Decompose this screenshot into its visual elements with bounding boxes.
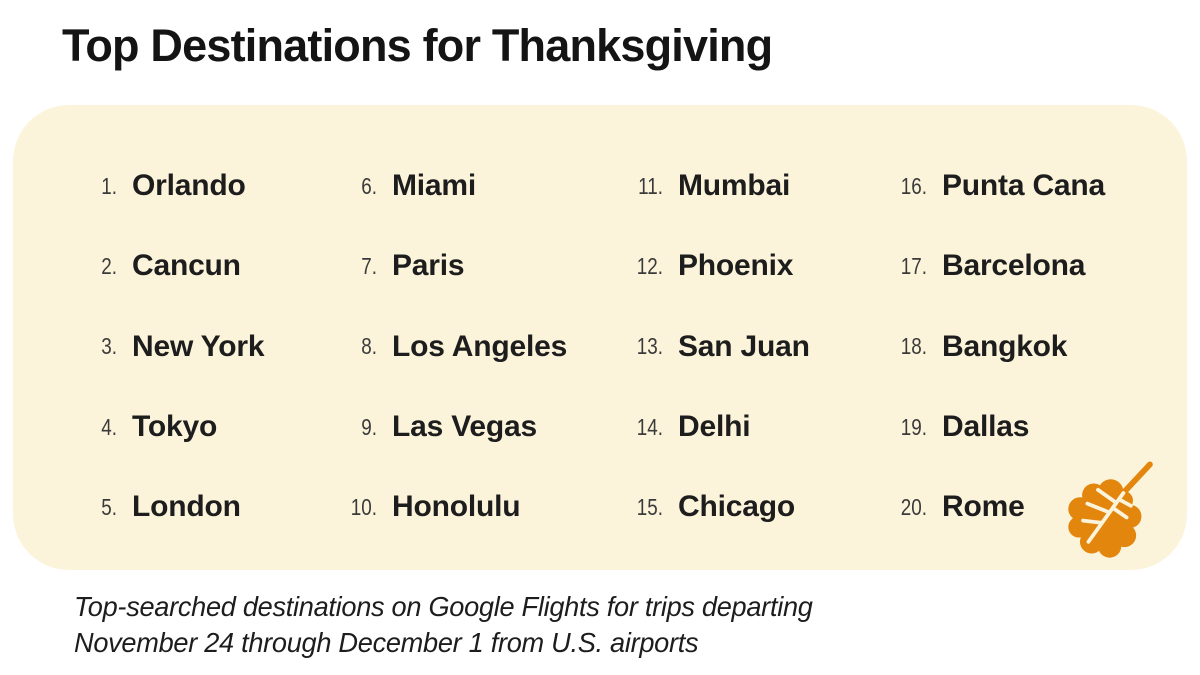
list-item: 3. New York: [83, 307, 343, 387]
rank-number: 18.: [900, 333, 927, 360]
rank-number: 4.: [101, 413, 117, 440]
city-name: Paris: [392, 249, 465, 283]
rank-number: 5.: [101, 493, 117, 520]
rank-number: 9.: [361, 413, 377, 440]
list-item: 20. Rome: [893, 467, 1167, 547]
rank-number: 6.: [361, 172, 377, 199]
list-item: 6. Miami: [343, 146, 629, 226]
rank-number: 11.: [638, 172, 663, 199]
list-item: 4. Tokyo: [83, 387, 343, 467]
rank-number: 19.: [900, 413, 927, 440]
city-name: Cancun: [132, 249, 241, 283]
city-name: Barcelona: [942, 249, 1086, 283]
source-note-line1: Top-searched destinations on Google Flig…: [74, 591, 813, 622]
destinations-panel: 1. Orlando 2. Cancun 3. New York 4. Tokyo 5. Lond…: [13, 105, 1187, 570]
list-item: 2. Cancun: [83, 226, 343, 306]
city-name: Mumbai: [678, 169, 791, 203]
list-item: 17. Barcelona: [893, 226, 1167, 306]
rank-number: 17.: [900, 252, 927, 279]
list-item: 16. Punta Cana: [893, 146, 1167, 226]
list-item: 1. Orlando: [83, 146, 343, 226]
rank-number: 16.: [900, 172, 927, 199]
list-item: 18. Bangkok: [893, 307, 1167, 387]
destinations-column: 16. Punta Cana 17. Barcelona 18. Bangkok 19. Da…: [893, 146, 1167, 547]
city-name: Dallas: [942, 410, 1030, 444]
list-item: 10. Honolulu: [343, 467, 629, 547]
city-name: Tokyo: [132, 410, 218, 444]
rank-number: 2.: [101, 252, 117, 279]
city-name: Las Vegas: [392, 410, 537, 444]
rank-number: 12.: [636, 252, 663, 279]
city-name: Bangkok: [942, 329, 1068, 363]
city-name: Orlando: [132, 169, 246, 203]
destinations-grid: 1. Orlando 2. Cancun 3. New York 4. Tokyo 5. Lond…: [83, 146, 1167, 547]
rank-number: 14.: [636, 413, 663, 440]
source-note: Top-searched destinations on Google Flig…: [74, 589, 813, 661]
list-item: 15. Chicago: [629, 467, 893, 547]
destinations-column: 6. Miami 7. Paris 8. Los Angeles 9. Las Vegas 10…: [343, 146, 629, 547]
city-name: Rome: [942, 490, 1025, 524]
city-name: Chicago: [678, 490, 795, 524]
rank-number: 1.: [101, 172, 117, 199]
list-item: 5. London: [83, 467, 343, 547]
page-title: Top Destinations for Thanksgiving: [62, 20, 773, 71]
city-name: Los Angeles: [392, 329, 568, 363]
list-item: 12. Phoenix: [629, 226, 893, 306]
list-item: 8. Los Angeles: [343, 307, 629, 387]
rank-number: 8.: [361, 333, 377, 360]
source-note-line2: November 24 through December 1 from U.S.…: [74, 627, 699, 658]
city-name: Honolulu: [392, 490, 521, 524]
list-item: 13. San Juan: [629, 307, 893, 387]
rank-number: 10.: [350, 493, 377, 520]
leaf-veins: [1081, 487, 1133, 544]
city-name: London: [132, 490, 241, 524]
rank-number: 7.: [361, 252, 377, 279]
list-item: 19. Dallas: [893, 387, 1167, 467]
list-item: 7. Paris: [343, 226, 629, 306]
list-item: 14. Delhi: [629, 387, 893, 467]
destinations-column: 11. Mumbai 12. Phoenix 13. San Juan 14. Delhi 15…: [629, 146, 893, 547]
autumn-leaf-icon: [1068, 461, 1153, 558]
list-item: 11. Mumbai: [629, 146, 893, 226]
city-name: Punta Cana: [942, 169, 1106, 203]
city-name: San Juan: [678, 329, 810, 363]
rank-number: 15.: [636, 493, 663, 520]
city-name: New York: [132, 329, 265, 363]
city-name: Delhi: [678, 410, 751, 444]
rank-number: 20.: [900, 493, 927, 520]
city-name: Phoenix: [678, 249, 794, 283]
list-item: 9. Las Vegas: [343, 387, 629, 467]
destinations-column: 1. Orlando 2. Cancun 3. New York 4. Tokyo 5. Lond…: [83, 146, 343, 547]
rank-number: 3.: [101, 333, 117, 360]
leaf-stem: [1118, 461, 1153, 499]
city-name: Miami: [392, 169, 477, 203]
rank-number: 13.: [636, 333, 663, 360]
